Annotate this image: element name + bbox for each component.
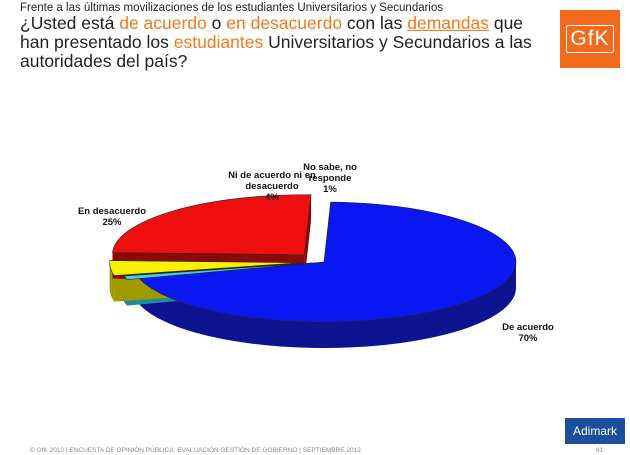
gfk-logo-text: GfK — [566, 25, 614, 53]
pie-slice-de_acuerdo — [138, 201, 517, 323]
question-text-part: ¿Usted está — [20, 13, 120, 33]
question-text-part: Universitarios y Secundarios a las autor… — [20, 32, 532, 71]
page-number: 61 — [596, 447, 604, 454]
pie-slice-nosabe — [123, 262, 312, 280]
gfk-logo: GfK — [560, 10, 620, 68]
pie-label-ni: 4% — [265, 192, 279, 203]
question-intro: Frente a las últimas movilizaciones de l… — [20, 2, 444, 14]
question-text-part: o — [206, 13, 227, 33]
pie-label-nosabe: No sabe, no — [303, 162, 357, 173]
pie-slice-desacuerdo — [112, 194, 312, 256]
pie-label-desacuerdo: En desacuerdo — [78, 206, 146, 217]
footer-text: © GfK 2012 | ENCUESTA DE OPINIÓN PÚBLICA… — [30, 447, 361, 454]
pie-label-ni: Ni de acuerdo ni en — [228, 170, 316, 181]
question-highlight: en desacuerdo — [226, 13, 343, 33]
pie-cut-desacuerdo — [304, 194, 312, 281]
question-text-part: que han presentado los — [20, 13, 524, 52]
question-highlight: estudiantes — [173, 32, 264, 52]
question-text: ¿Usted está de acuerdo o en desacuerdo c… — [20, 14, 550, 71]
question-text-part: con las — [342, 13, 408, 33]
adimark-logo: Adimark — [565, 418, 625, 444]
pie-slice-ni — [109, 260, 302, 276]
pie-label-ni: desacuerdo — [245, 181, 299, 192]
question-highlight: de acuerdo — [119, 13, 207, 33]
pie-label-desacuerdo: 25% — [102, 217, 122, 228]
pie-tops — [109, 194, 517, 323]
pie-side-de_acuerdo — [139, 262, 517, 348]
pie-label-de_acuerdo: De acuerdo — [502, 322, 554, 333]
pie-label-de_acuerdo: 70% — [518, 333, 538, 344]
pie-label-nosabe: 1% — [323, 184, 337, 195]
pie-label-nosabe: responde — [309, 173, 352, 184]
question-highlight: demandas — [407, 13, 489, 33]
